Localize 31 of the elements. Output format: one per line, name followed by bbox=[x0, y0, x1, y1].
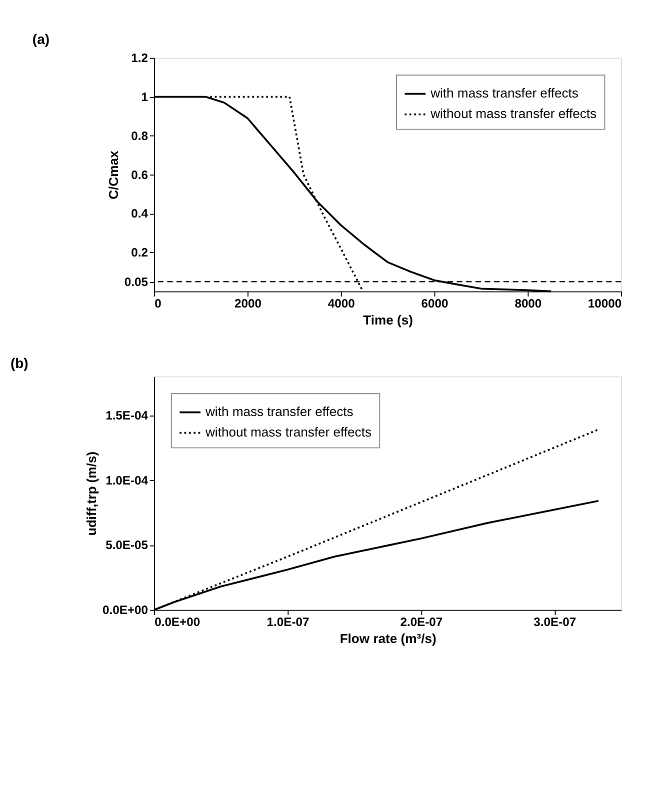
legend-label: with mass transfer effects bbox=[204, 404, 354, 420]
y-tick-label: 5.0E-05 bbox=[106, 538, 148, 552]
y-tick-label: 0.6 bbox=[131, 168, 148, 182]
x-tick-label: 3.0E-07 bbox=[534, 615, 576, 630]
x-tick-label: 8000 bbox=[514, 296, 542, 311]
x-tick-label: 0 bbox=[154, 296, 162, 311]
y-tick-label: 0.8 bbox=[131, 128, 148, 143]
text: (a) bbox=[32, 30, 50, 47]
x-tick-label: 6000 bbox=[421, 296, 449, 311]
y-tick-label: 0.2 bbox=[131, 246, 148, 260]
legend-label: without mass transfer effects bbox=[204, 424, 372, 440]
y-tick-label: 1 bbox=[141, 90, 148, 104]
y-tick-label: 0.0E+00 bbox=[102, 603, 148, 618]
text: (b) bbox=[10, 354, 28, 371]
x-tick-label: 1.0E-07 bbox=[266, 615, 310, 630]
y-tick-label: 0.4 bbox=[131, 206, 148, 221]
legend-label: without mass transfer effects bbox=[430, 106, 598, 122]
y-axis-title: C/Cmax bbox=[106, 150, 121, 200]
x-tick-label: 10000 bbox=[588, 296, 622, 311]
y-tick-label: 1.0E-04 bbox=[106, 473, 148, 488]
y-tick-label: 1.5E-04 bbox=[106, 408, 148, 422]
y-tick-label: 1.2 bbox=[131, 51, 148, 66]
legend-label: with mass transfer effects bbox=[430, 86, 579, 101]
x-tick-label: 2.0E-07 bbox=[400, 615, 443, 630]
y-tick-label: 0.05 bbox=[124, 274, 148, 289]
x-axis-title: Time (s) bbox=[363, 312, 414, 328]
x-axis-title: Flow rate (m³/s) bbox=[340, 631, 436, 646]
x-tick-label: 4000 bbox=[328, 296, 356, 311]
y-axis-title: udiff,trp (m/s) bbox=[84, 451, 99, 536]
x-tick-label: 0.0E+00 bbox=[154, 615, 200, 630]
x-tick-label: 2000 bbox=[234, 296, 262, 311]
